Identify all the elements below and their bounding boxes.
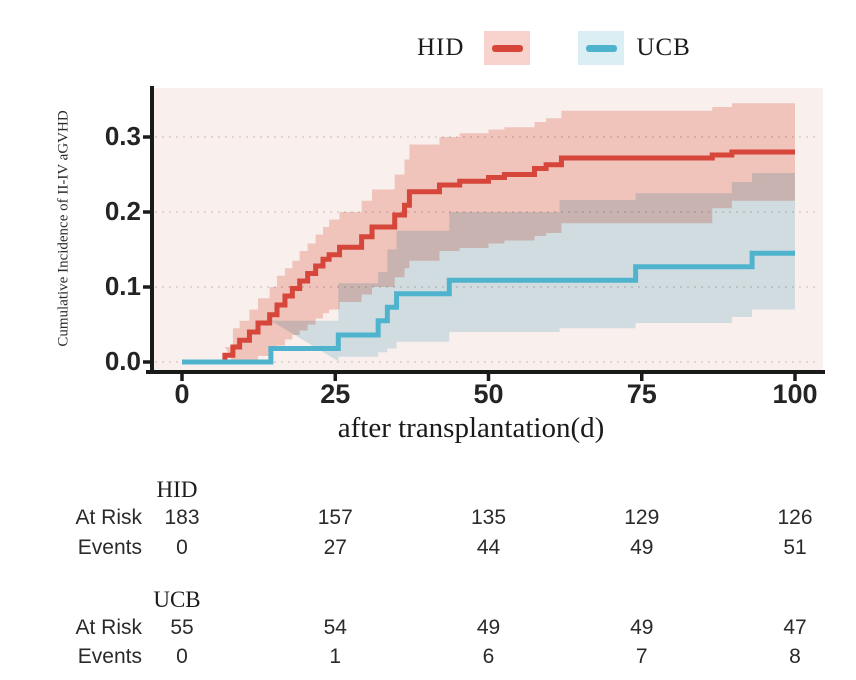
risk-table-value: 27 <box>323 536 347 559</box>
x-tick-label: 25 <box>320 379 351 409</box>
x-tick-label: 100 <box>772 379 818 409</box>
y-axis-title: Cumulative Incidence of II-IV aGVHD <box>55 110 72 347</box>
risk-table-value: 0 <box>176 536 188 559</box>
legend-label-hid: HID <box>417 34 465 61</box>
x-tick-label: 50 <box>473 379 504 409</box>
risk-table-value: 49 <box>476 616 501 639</box>
risk-table-value: 54 <box>323 616 347 639</box>
risk-table-value: 49 <box>630 616 654 639</box>
risk-table-value: 0 <box>176 645 188 668</box>
x-tick-label: 75 <box>626 379 657 409</box>
risk-table-row-label: Events <box>77 645 142 668</box>
x-axis-title: after transplantation(d) <box>337 412 605 444</box>
hid-line-swatch-icon <box>491 44 523 52</box>
cumulative-incidence-chart <box>143 86 825 381</box>
risk-table-value: 8 <box>789 645 801 668</box>
risk-table-value: 6 <box>482 645 495 668</box>
curve-ucb <box>182 250 795 365</box>
y-tick-label: 0.2 <box>104 196 141 226</box>
y-tick-label: 0.1 <box>104 271 141 301</box>
risk-table-value: 44 <box>476 536 501 559</box>
chart-legend: HID UCB <box>417 30 691 66</box>
legend-label-ucb: UCB <box>636 34 691 61</box>
ucb-line-swatch-icon <box>585 44 617 52</box>
risk-table-value: 7 <box>635 645 648 668</box>
y-tick-label: 0.0 <box>104 346 141 376</box>
y-tick-label: 0.3 <box>104 121 141 151</box>
risk-table-row-label: Events <box>77 536 142 559</box>
risk-table-value: 135 <box>470 506 507 529</box>
risk-table-group-ucb: UCB <box>153 587 201 612</box>
curve-hid <box>182 149 795 365</box>
risk-table-group-hid: HID <box>156 477 198 502</box>
risk-table-value: 126 <box>777 506 813 529</box>
risk-table-row-label: At Risk <box>75 616 142 639</box>
confidence-band-ucb <box>270 173 795 362</box>
risk-table-value: 47 <box>783 616 807 639</box>
legend-key-hid-icon <box>484 31 531 65</box>
x-tick-label: 0 <box>174 379 190 409</box>
risk-table-value: 183 <box>164 506 200 529</box>
risk-table-value: 1 <box>329 645 342 668</box>
risk-table-value: 129 <box>624 506 660 529</box>
legend-key-ucb-icon <box>578 31 625 65</box>
risk-table-row-label: At Risk <box>75 506 142 529</box>
risk-table-value: 49 <box>630 536 654 559</box>
risk-table-value: 157 <box>317 506 353 529</box>
risk-table-value: 55 <box>170 616 194 639</box>
risk-table-value: 51 <box>783 536 807 559</box>
